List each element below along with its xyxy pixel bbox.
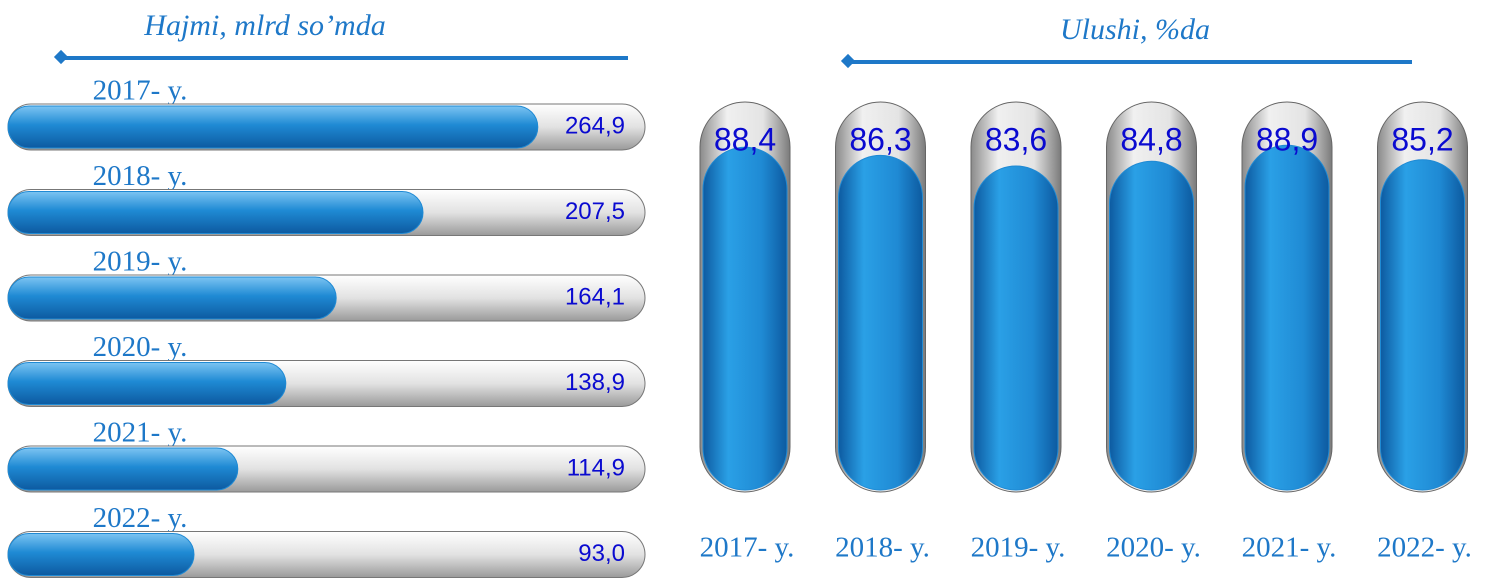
bar	[7, 533, 195, 576]
value-label: 264,9	[565, 112, 625, 139]
category-label: 2020- y.	[1106, 532, 1201, 564]
bar	[7, 276, 337, 320]
value-label: 84,8	[1120, 121, 1182, 157]
bar	[7, 447, 239, 491]
bar	[838, 154, 923, 491]
bar	[7, 191, 424, 234]
value-label: 164,1	[565, 283, 625, 310]
category-label: 2018- y.	[93, 160, 188, 192]
rule-marker	[53, 49, 69, 65]
chart-title: Ulushi, %da	[1060, 13, 1210, 46]
value-label: 207,5	[565, 198, 625, 225]
bar	[1244, 144, 1330, 491]
bar	[7, 105, 539, 149]
category-label: 2017- y.	[700, 532, 795, 564]
category-label: 2018- y.	[835, 532, 930, 564]
bar	[973, 165, 1059, 491]
bar	[702, 146, 788, 491]
category-label: 2017- y.	[93, 75, 188, 107]
value-label: 88,9	[1256, 121, 1318, 157]
bar	[1109, 160, 1194, 491]
category-label: 2019- y.	[971, 532, 1066, 564]
value-label: 93,0	[578, 540, 625, 567]
value-label: 138,9	[565, 369, 625, 396]
bar	[7, 362, 287, 405]
bar	[1380, 159, 1465, 491]
category-label: 2021- y.	[93, 417, 188, 449]
rule-marker	[840, 53, 856, 69]
category-label: 2021- y.	[1242, 532, 1337, 564]
value-label: 86,3	[849, 121, 911, 157]
category-label: 2020- y.	[93, 331, 188, 363]
value-label: 114,9	[567, 454, 625, 481]
chart-title: Hajmi, mlrd so’mda	[143, 9, 385, 42]
value-label: 83,6	[985, 121, 1047, 157]
category-label: 2022- y.	[1377, 532, 1472, 564]
category-label: 2019- y.	[93, 246, 188, 278]
value-label: 88,4	[714, 121, 776, 157]
category-label: 2022- y.	[93, 502, 188, 534]
value-label: 85,2	[1391, 121, 1453, 157]
